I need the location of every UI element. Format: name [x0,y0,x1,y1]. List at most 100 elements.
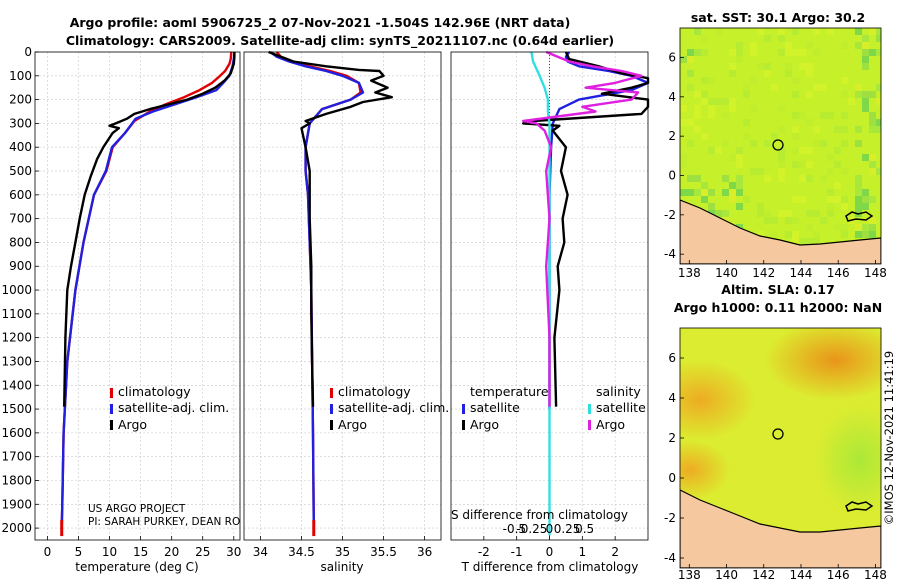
sst-cell [869,196,876,203]
sst-cell [729,105,736,112]
sst-cell [841,203,848,210]
sst-cell [778,28,785,35]
sst-cell [750,168,757,175]
sst-cell [771,231,778,238]
salinity-legend: climatology satellite-adj. clim. Argo [330,384,449,432]
sst-cell [841,77,848,84]
sst-cell [792,126,799,133]
secondary-x-tick-label: 0.5 [575,522,594,536]
sst-cell [687,84,694,91]
sst-cell [848,98,855,105]
sst-cell [792,238,799,245]
sst-cell [862,42,869,49]
sst-cell [680,56,687,63]
sst-cell [694,175,701,182]
sst-cell [855,126,862,133]
sst-cell [806,147,813,154]
legend-label-s-satellite: satellite [596,400,646,415]
legend-label-satellite: satellite-adj. clim. [118,400,229,415]
x-tick-label: 34.5 [288,545,315,559]
sst-cell [813,49,820,56]
sst-cell [785,210,792,217]
sst-cell [869,161,876,168]
secondary-x-tick-label: 0.25 [554,522,581,536]
temperature-xlabel: temperature (deg C) [75,560,198,574]
series-line-s-argo [522,50,643,407]
sst-cell [869,28,876,35]
map-x-tick-label: 146 [827,568,850,580]
sst-cell [813,238,820,245]
sst-cell [792,161,799,168]
series-line-argo [63,52,236,407]
legend-label-satellite: satellite-adj. clim. [338,400,449,415]
x-tick-label: 36 [417,545,432,559]
sst-cell [750,77,757,84]
sst-cell [736,56,743,63]
sst-cell [785,231,792,238]
sst-cell [736,182,743,189]
map-x-tick-label: 140 [715,568,738,580]
sst-float-marker [772,139,784,151]
map-y-tick-label: 6 [668,51,676,65]
y-tick-label: 1400 [1,378,32,392]
sst-map-title: sat. SST: 30.1 Argo: 30.2 [691,10,865,25]
sst-cell [841,231,848,238]
difference-panel: -2 -1 0 1 2 -0.5-0.250 0.250.5 S difference f… [450,50,650,574]
sst-cell [715,98,722,105]
sst-cell [869,231,876,238]
sst-cell [841,42,848,49]
sst-cell [778,210,785,217]
series-line-argo [268,50,393,407]
sst-cell [778,154,785,161]
legend-swatch-argo [330,420,333,430]
sst-cell [820,175,827,182]
sst-cell [862,231,869,238]
sst-cell [694,126,701,133]
sst-cell [855,28,862,35]
sst-cell [862,49,869,56]
map-y-tick-label: -2 [664,208,676,222]
map-y-tick-label: 4 [668,90,676,104]
sst-cell [736,189,743,196]
sla-map-title-line2: Argo h1000: 0.11 h2000: NaN [674,300,882,315]
x-tick-label: 20 [164,545,179,559]
sst-cell [841,196,848,203]
sst-cell [869,91,876,98]
figure-title-line2: Climatology: CARS2009. Satellite-adj cli… [66,33,614,49]
sst-cell [855,140,862,147]
sst-map-panel: sat. SST: 30.1 Argo: 30.2 138 140 142 144 14… [664,10,887,280]
sst-cell [722,112,729,119]
sst-cell [778,161,785,168]
map-x-tick-label: 142 [752,266,775,280]
sst-cell [680,154,687,161]
sst-cell [722,140,729,147]
sst-cell [792,112,799,119]
sst-cell [792,147,799,154]
temperature-panel: 0 5 10 15 20 25 30 0 100 200 300 400 500 600 700 800 90… [1,45,241,574]
sst-cell [806,224,813,231]
sst-cell [757,28,764,35]
sst-cell [862,56,869,63]
sst-cell [694,91,701,98]
sst-cell [750,42,757,49]
x-tick-label: 35 [335,545,350,559]
sst-cell [687,189,694,196]
x-tick-label: 1 [579,545,587,559]
sst-cell [862,196,869,203]
map-y-tick-label: 2 [668,129,676,143]
y-tick-label: 200 [9,93,32,107]
sst-cell [834,182,841,189]
sst-cell [778,49,785,56]
sst-cell [876,119,881,126]
sst-cell [757,231,764,238]
sst-cell [862,189,869,196]
bottom-marker-climatology [312,520,316,537]
sst-cell [694,189,701,196]
x-tick-label: -1 [511,545,523,559]
legend-label-t-argo: Argo [470,417,499,432]
sst-cell [701,49,708,56]
map-y-tick-label: 0 [668,471,676,485]
sst-cell [827,196,834,203]
y-tick-label: 1600 [1,426,32,440]
sst-cell [757,168,764,175]
